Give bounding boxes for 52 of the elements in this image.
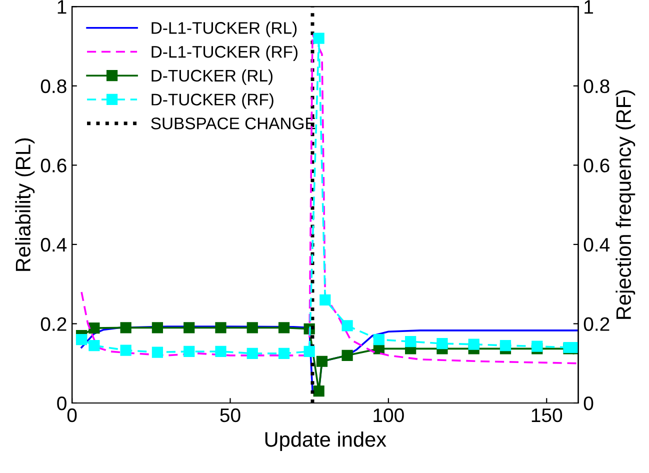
y2-tick-label: 0.4 — [584, 238, 610, 252]
point — [342, 350, 353, 361]
point — [342, 320, 353, 332]
y-tick-label: 0.8 — [40, 79, 66, 94]
y2-tick-label: 0.6 — [584, 158, 610, 172]
point — [215, 322, 226, 334]
point — [76, 334, 88, 346]
x-axis-title: Update index — [265, 432, 386, 451]
point — [313, 386, 324, 397]
y2-tick-label: 0.8 — [584, 79, 610, 94]
point — [316, 356, 328, 367]
y-tick-label: 0.6 — [40, 158, 66, 172]
legend-label: D-L1-TUCKER (RL) — [152, 22, 297, 38]
point — [278, 322, 290, 334]
point — [468, 338, 480, 350]
x-tick-label: 0 — [67, 408, 77, 422]
point — [246, 322, 258, 334]
y2-axis-title: Rejection frequency (RF) — [616, 90, 636, 319]
point — [152, 346, 164, 358]
point — [88, 322, 100, 334]
y-tick-label: 1 — [58, 0, 66, 14]
point — [120, 322, 132, 334]
point — [373, 334, 384, 346]
legend-label: D-TUCKER (RL) — [152, 69, 272, 85]
point — [532, 340, 543, 352]
point — [278, 348, 290, 360]
point — [152, 322, 164, 334]
x-tick-label: 100 — [374, 408, 404, 422]
y-tick-label: 0.4 — [40, 238, 67, 252]
y-tick-label: 0.2 — [40, 317, 66, 331]
point — [313, 32, 324, 44]
legend-label: D-L1-TUCKER (RF) — [152, 45, 298, 62]
ref-line-label: SUBSPACE CHANGE — [151, 118, 316, 130]
point — [184, 322, 195, 334]
legend-label: D-TUCKER (RF) — [152, 93, 274, 109]
point — [320, 294, 331, 306]
point — [436, 338, 448, 350]
point — [500, 340, 512, 352]
y2-tick-label: 0.2 — [584, 317, 610, 331]
point — [215, 346, 226, 358]
y2-tick-label: 0 — [584, 396, 594, 410]
point — [304, 346, 315, 358]
y2-tick-label: 1 — [584, 0, 593, 14]
x-tick-label: 50 — [220, 408, 240, 422]
point — [405, 336, 416, 348]
point — [184, 346, 195, 358]
point — [120, 344, 132, 356]
y-tick-label: 0 — [57, 396, 66, 410]
point — [88, 340, 100, 352]
y-axis-title: Reliability (RL) — [15, 138, 35, 271]
point — [246, 348, 258, 360]
x-tick-label: 150 — [532, 408, 562, 422]
